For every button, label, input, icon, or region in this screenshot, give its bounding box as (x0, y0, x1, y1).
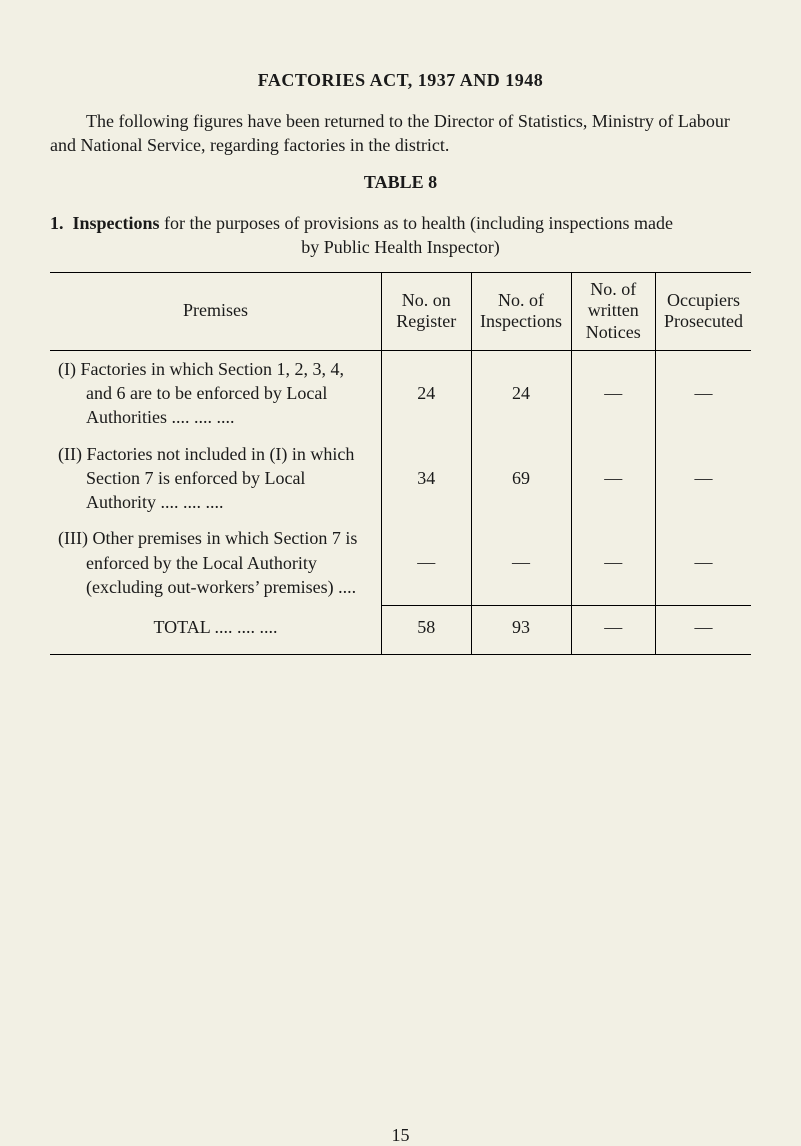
col-inspections: No. of Inspections (471, 272, 571, 350)
total-occupiers: — (655, 605, 751, 654)
cell-occupiers: — (655, 436, 751, 521)
section-number: 1. (50, 213, 64, 233)
col-premises: Premises (50, 272, 382, 350)
page: FACTORIES ACT, 1937 AND 1948 The followi… (0, 0, 801, 1146)
table-row: (II) Factories not included in (I) in wh… (50, 436, 751, 521)
total-inspections: 93 (471, 605, 571, 654)
cell-occupiers: — (655, 350, 751, 435)
total-label: TOTAL .... .... .... (50, 605, 382, 654)
section-rest-2: by Public Health Inspector) (50, 237, 751, 258)
cell-register: — (382, 520, 471, 605)
cell-register: 24 (382, 350, 471, 435)
intro-paragraph: The following figures have been returned… (50, 109, 751, 158)
table-row: (III) Other premises in which Section 7 … (50, 520, 751, 605)
section-keyword: Inspections (73, 213, 160, 233)
col-register: No. on Register (382, 272, 471, 350)
section-lead: 1. Inspections for the purposes of provi… (50, 211, 751, 235)
col-occupiers: Occupiers Prosecuted (655, 272, 751, 350)
document-title: FACTORIES ACT, 1937 AND 1948 (50, 70, 751, 91)
cell-inspections: 24 (471, 350, 571, 435)
cell-occupiers: — (655, 520, 751, 605)
total-notices: — (571, 605, 655, 654)
cell-inspections: — (471, 520, 571, 605)
col-notices: No. of written Notices (571, 272, 655, 350)
cell-premises: (II) Factories not included in (I) in wh… (58, 442, 373, 515)
cell-premises: (I) Factories in which Section 1, 2, 3, … (58, 357, 373, 430)
table-header-row: Premises No. on Register No. of Inspecti… (50, 272, 751, 350)
cell-notices: — (571, 436, 655, 521)
section-rest-1: for the purposes of provisions as to hea… (160, 213, 673, 233)
inspections-table: Premises No. on Register No. of Inspecti… (50, 272, 751, 655)
total-register: 58 (382, 605, 471, 654)
cell-notices: — (571, 520, 655, 605)
cell-notices: — (571, 350, 655, 435)
cell-register: 34 (382, 436, 471, 521)
table-label: TABLE 8 (50, 172, 751, 193)
cell-inspections: 69 (471, 436, 571, 521)
cell-premises: (III) Other premises in which Section 7 … (58, 526, 373, 599)
table-total-row: TOTAL .... .... .... 58 93 — — (50, 605, 751, 654)
page-number: 15 (50, 1125, 751, 1146)
table-row: (I) Factories in which Section 1, 2, 3, … (50, 350, 751, 435)
